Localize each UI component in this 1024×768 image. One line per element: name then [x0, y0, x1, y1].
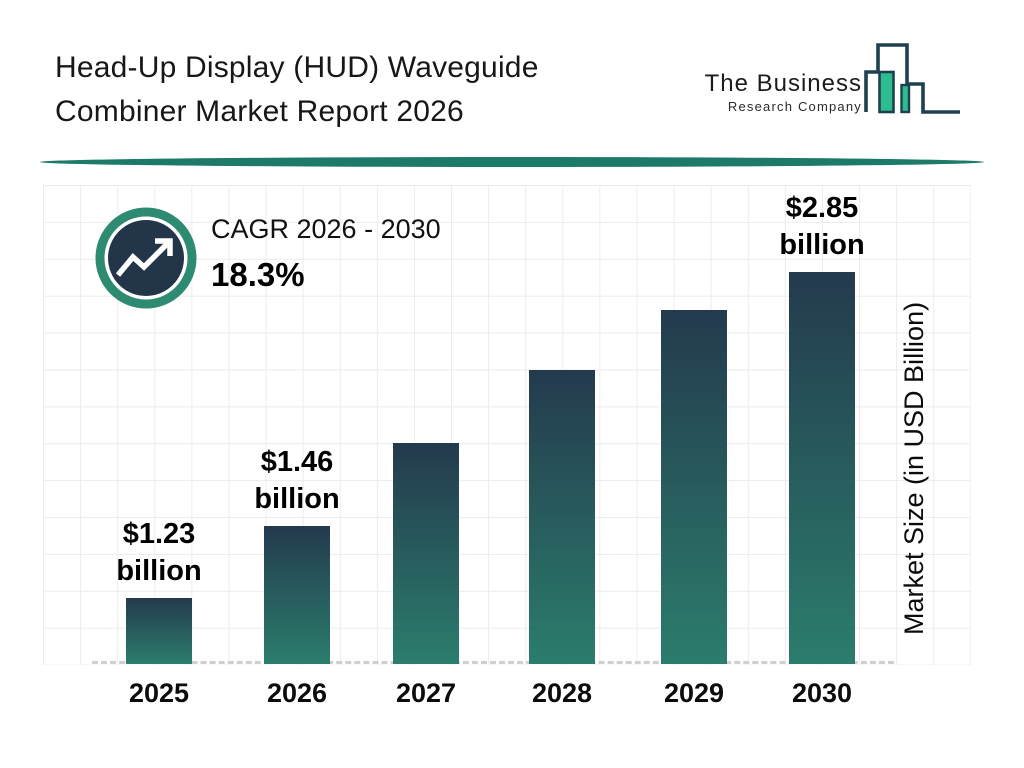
page-title: Head-Up Display (HUD) Waveguide Combiner…	[55, 51, 539, 128]
divider-lens	[40, 157, 984, 167]
logo-company-name: The Business	[704, 70, 862, 97]
x-tick-2029: 2029	[663, 678, 725, 708]
bar-2026	[264, 526, 330, 664]
value-label-2030: $2.85 billion	[779, 192, 865, 261]
x-tick-2027: 2027	[395, 678, 457, 708]
bar-2030	[789, 272, 855, 664]
bar-2027	[393, 443, 459, 664]
value-label-2026: $1.46 billion	[254, 446, 340, 515]
x-tick-2028: 2028	[531, 678, 593, 708]
cagr-period-label: CAGR 2026 - 2030	[211, 214, 441, 244]
logo-text: The Business Research Company	[705, 70, 862, 114]
trending-up-icon	[95, 207, 197, 309]
x-tick-2026: 2026	[266, 678, 328, 708]
bar-2025	[126, 598, 192, 664]
y-axis-label: Market Size (in USD Billion)	[899, 301, 929, 635]
logo-bars-icon	[864, 43, 960, 114]
x-tick-2030: 2030	[791, 678, 853, 708]
bar-2028	[529, 370, 595, 664]
value-label-2025: $1.23 billion	[116, 518, 202, 587]
bar-2029	[661, 310, 727, 664]
cagr-value: 18.3%	[211, 256, 305, 293]
logo-company-subname: Research Company	[727, 99, 862, 114]
x-tick-2025: 2025	[128, 678, 190, 708]
company-logo: The Business Research Company	[700, 40, 980, 120]
axis-baseline	[92, 661, 894, 664]
